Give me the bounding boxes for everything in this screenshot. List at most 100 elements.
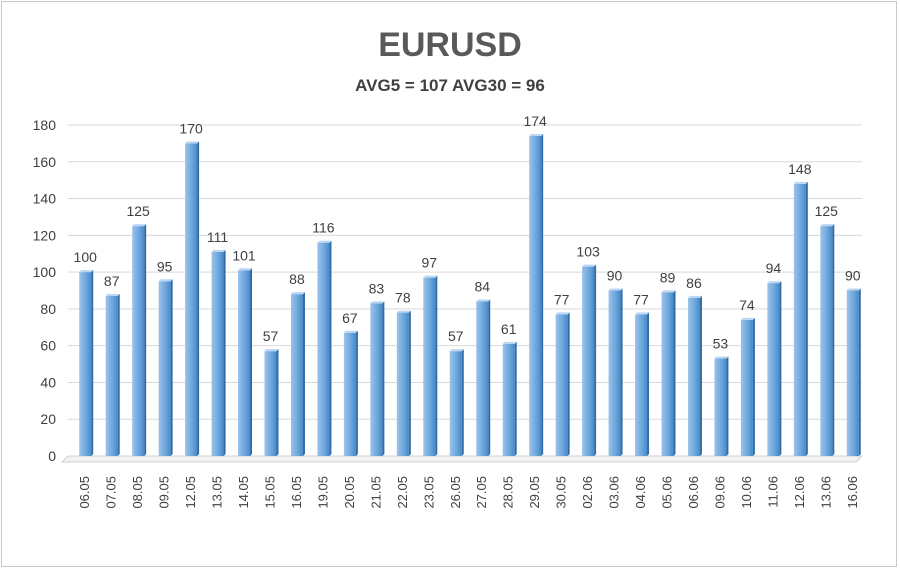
data-label: 111: [207, 229, 228, 245]
x-tick-label: 16.05: [289, 476, 304, 509]
y-tick-label: 80: [40, 301, 56, 317]
bar-top: [290, 292, 305, 295]
bar-top: [582, 264, 597, 267]
bar: [740, 319, 753, 456]
bar-side: [197, 141, 200, 456]
bar-side: [382, 301, 385, 456]
bar-side: [461, 349, 464, 456]
bar: [238, 270, 251, 456]
data-label: 125: [126, 203, 150, 219]
bar: [185, 143, 198, 456]
data-label: 74: [739, 297, 755, 313]
data-label: 88: [289, 271, 305, 287]
bar: [529, 136, 542, 457]
bar-side: [250, 268, 253, 456]
x-tick-label: 19.05: [315, 476, 330, 509]
data-label: 90: [607, 268, 623, 284]
data-label: 57: [263, 328, 279, 344]
data-label: 148: [788, 161, 812, 177]
bar-top: [529, 134, 544, 137]
bar-side: [329, 240, 332, 456]
x-tick-label: 15.05: [263, 476, 278, 509]
x-tick-label: 04.06: [633, 476, 648, 509]
bar-top: [476, 299, 491, 302]
bar-side: [355, 330, 358, 456]
bar-top: [317, 240, 332, 243]
data-label: 83: [369, 280, 385, 296]
bar: [608, 290, 621, 456]
bar-top: [238, 268, 253, 271]
bar-top: [555, 312, 570, 315]
bar: [476, 301, 489, 456]
bar: [793, 183, 806, 456]
y-tick-label: 120: [33, 227, 57, 243]
y-tick-label: 20: [40, 411, 56, 427]
bar: [423, 277, 436, 456]
x-tick-label: 30.05: [554, 476, 569, 509]
bar-side: [302, 292, 305, 456]
data-label: 67: [342, 310, 358, 326]
bar-top: [502, 341, 517, 344]
bar-side: [620, 288, 623, 456]
bar-side: [170, 279, 173, 456]
data-label: 90: [845, 268, 861, 284]
x-tick-label: 05.06: [660, 476, 675, 509]
chart-subtitle: AVG5 = 107 AVG30 = 96: [355, 76, 545, 95]
bar-top: [687, 295, 702, 298]
bar-side: [726, 356, 729, 456]
data-label: 116: [312, 220, 335, 236]
bar-side: [832, 224, 835, 456]
bar-side: [567, 312, 570, 456]
bar: [264, 351, 277, 456]
x-tick-label: 26.05: [448, 476, 463, 509]
bar-top: [740, 317, 755, 320]
bar: [502, 343, 515, 456]
x-tick-label: 02.06: [580, 476, 595, 509]
bar: [449, 351, 462, 456]
x-tick-label: 06.05: [77, 476, 92, 509]
bar-side: [144, 224, 147, 456]
bar-side: [594, 264, 597, 456]
x-tick-label: 23.05: [421, 476, 436, 509]
bar-top: [661, 290, 676, 293]
bar-side: [673, 290, 676, 456]
data-label: 89: [660, 269, 676, 285]
bar-side: [435, 275, 438, 456]
bar-side: [699, 295, 702, 456]
x-tick-label: 13.05: [210, 476, 225, 509]
bar-side: [223, 249, 226, 456]
bar-top: [635, 312, 650, 315]
x-tick-label: 28.05: [501, 476, 516, 509]
bar-side: [91, 270, 94, 456]
x-tick-label: 13.06: [818, 476, 833, 509]
data-label: 77: [633, 291, 649, 307]
y-tick-label: 140: [33, 191, 57, 207]
bar-side: [752, 317, 755, 456]
bar: [158, 281, 171, 456]
bar: [820, 226, 833, 456]
bar-side: [117, 294, 120, 456]
x-tick-label: 03.06: [607, 476, 622, 509]
bar: [555, 314, 568, 456]
x-tick-label: 11.06: [765, 476, 780, 508]
bar-top: [370, 301, 385, 304]
x-tick-label: 08.05: [130, 476, 145, 509]
bar-top: [343, 330, 358, 333]
x-tick-label: 21.05: [368, 476, 383, 509]
bar: [635, 314, 648, 456]
bar-side: [779, 281, 782, 456]
bar: [846, 290, 859, 456]
data-label: 170: [179, 120, 203, 136]
bar-side: [858, 288, 861, 456]
x-tick-label: 06.06: [686, 476, 701, 509]
bar-top: [185, 141, 200, 144]
bar: [317, 242, 330, 456]
bar-top: [132, 224, 147, 227]
data-label: 57: [448, 328, 464, 344]
bar-side: [276, 349, 279, 456]
bar: [582, 266, 595, 456]
bar: [396, 312, 409, 456]
x-tick-label: 07.05: [104, 476, 119, 509]
data-label: 97: [422, 255, 438, 271]
